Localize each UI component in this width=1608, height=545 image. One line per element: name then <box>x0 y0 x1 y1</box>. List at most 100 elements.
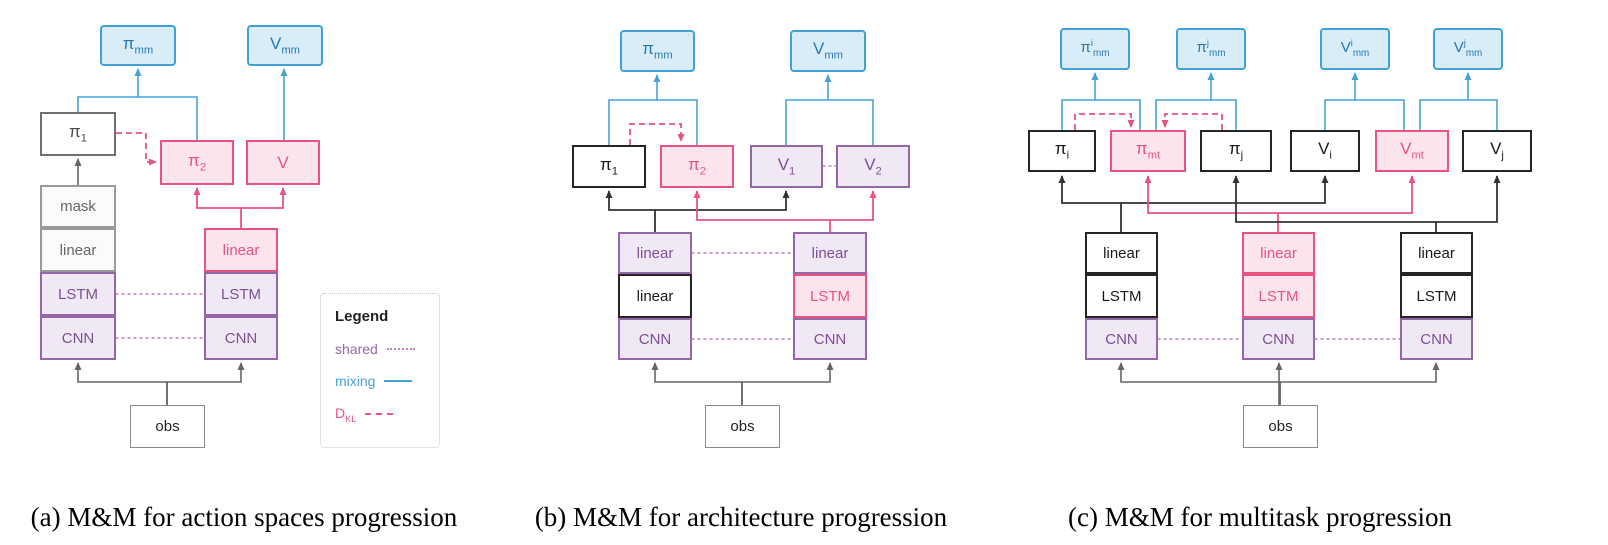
c-pi-j-mix-bus <box>1155 99 1237 130</box>
base: π <box>188 150 200 170</box>
base: V <box>269 33 282 53</box>
b-value-mix-node: Vmm <box>790 30 866 72</box>
sub: 1 <box>789 165 796 178</box>
legend-dkl-label: DKL <box>335 405 356 424</box>
caption-c: (c) M&M for multitask progression <box>1068 502 1452 532</box>
a-cnn-left-node: CNN <box>40 316 116 360</box>
c-wires <box>1058 72 1501 405</box>
c-linear-left-node: linear <box>1085 232 1158 274</box>
c-dkl-i-arrow <box>1074 113 1135 130</box>
b-cnn-left-node: CNN <box>618 318 692 360</box>
base: V <box>777 154 790 174</box>
c-right-torso-to-pi-j-arrow <box>1232 175 1437 232</box>
b-left-torso-to-pi1-arrow <box>605 190 656 232</box>
base: π <box>1135 139 1148 159</box>
c-value-j-mix-node: Vjmm <box>1433 28 1503 70</box>
sub: i <box>1066 149 1070 162</box>
a-obs-node: obs <box>130 405 205 448</box>
base: V <box>1453 39 1464 57</box>
sub: mm <box>654 49 673 62</box>
base: π <box>1054 139 1067 159</box>
sub: 1 <box>611 165 618 178</box>
b-left-torso-to-v1-arrow <box>655 190 790 211</box>
sub: KL <box>345 413 357 424</box>
b-pi1-node: π1 <box>572 145 646 188</box>
c-obs-node: obs <box>1243 405 1318 448</box>
sub: 2 <box>199 161 206 174</box>
base: V <box>1340 39 1351 57</box>
c-v-mt-node: Vmt <box>1375 130 1449 172</box>
base: π <box>122 33 135 53</box>
sub: mt <box>1411 149 1424 162</box>
c-lstm-left-node: LSTM <box>1085 274 1158 318</box>
a-policy-mix-node: πmm <box>100 25 176 66</box>
a-policy-mix-label: πmm <box>123 35 153 57</box>
b-linear-left-shared-node: linear <box>618 232 692 274</box>
a-torso-to-v-arrow <box>241 187 287 209</box>
c-obs-to-cnn-right-arrow <box>1279 362 1440 405</box>
a-lstm-right-node: LSTM <box>204 272 278 316</box>
base: D <box>335 405 346 421</box>
base: V <box>1318 139 1330 159</box>
b-pi-mix-bus <box>608 99 698 145</box>
c-policy-i-mix-node: πimm <box>1060 28 1130 70</box>
b-obs-to-cnn-right-arrow <box>741 362 834 405</box>
dkl-line-sample <box>365 413 394 416</box>
sup: j <box>1463 38 1466 49</box>
b-linear-new-node: linear <box>618 274 692 318</box>
a-v-label: V <box>277 153 289 172</box>
sub: mt <box>1147 149 1161 162</box>
sub: j <box>1501 149 1504 162</box>
sub: i <box>1329 149 1332 162</box>
legend-mixing-label: mixing <box>335 373 376 389</box>
b-dkl-arrow <box>629 123 685 145</box>
sub: 2 <box>699 165 706 178</box>
b-v1-node: V1 <box>750 145 823 188</box>
a-linear-left-node: linear <box>40 228 116 272</box>
c-pi-mt-node: πmt <box>1110 130 1186 172</box>
a-pi2-label: π2 <box>188 152 206 174</box>
c-right-torso-to-v-j-arrow <box>1436 175 1501 223</box>
base: π <box>688 154 700 174</box>
legend-title: Legend <box>335 308 389 325</box>
sub: mm <box>134 44 154 57</box>
b-obs-to-cnn-left-arrow <box>651 362 743 405</box>
c-lstm-right-node: LSTM <box>1400 274 1473 318</box>
b-cnn-right-node: CNN <box>793 318 867 360</box>
legend-item-mixing: mixing <box>335 373 425 389</box>
c-policy-j-mix-label: πjmm <box>1197 38 1226 59</box>
sub: 2 <box>875 165 882 178</box>
a-wires <box>74 68 288 405</box>
c-pi-i-node: πi <box>1028 130 1096 172</box>
b-policy-mix-label: πmm <box>642 40 672 62</box>
c-value-j-mix-label: Vjmm <box>1453 38 1483 59</box>
b-pi1-label: π1 <box>600 156 618 178</box>
sup: i <box>1090 38 1093 49</box>
a-linear-right-node: linear <box>204 228 278 272</box>
a-pi1-node: π1 <box>40 112 116 156</box>
base: V <box>1490 139 1502 159</box>
c-pi-j-label: πj <box>1229 140 1243 162</box>
c-cnn-right-node: CNN <box>1400 318 1473 360</box>
shared-line-sample <box>386 348 415 350</box>
sub: mm <box>1092 48 1110 60</box>
c-left-torso-to-v-i-arrow <box>1121 175 1329 204</box>
c-v-i-node: Vi <box>1290 130 1360 172</box>
legend: Legend shared mixing DKL <box>320 293 440 448</box>
c-left-torso-to-pi-i-arrow <box>1058 175 1122 232</box>
a-mask-node: mask <box>40 185 116 228</box>
legend-item-dkl: DKL <box>335 405 425 424</box>
b-linear-right-shared-node: linear <box>793 232 867 274</box>
sub: 1 <box>80 132 87 145</box>
base: V <box>1400 139 1412 159</box>
c-v-mt-label: Vmt <box>1400 140 1424 162</box>
a-dkl-arrow <box>116 132 157 166</box>
base: V <box>812 39 825 59</box>
c-lstm-mid-node: LSTM <box>1242 274 1315 318</box>
c-value-i-mix-label: Vimm <box>1340 38 1370 59</box>
c-mid-torso-to-pi-mt-arrow <box>1144 175 1279 232</box>
a-pi2-node: π2 <box>160 140 234 185</box>
a-pi1-label: π1 <box>69 123 87 145</box>
c-v-i-label: Vi <box>1318 140 1332 162</box>
